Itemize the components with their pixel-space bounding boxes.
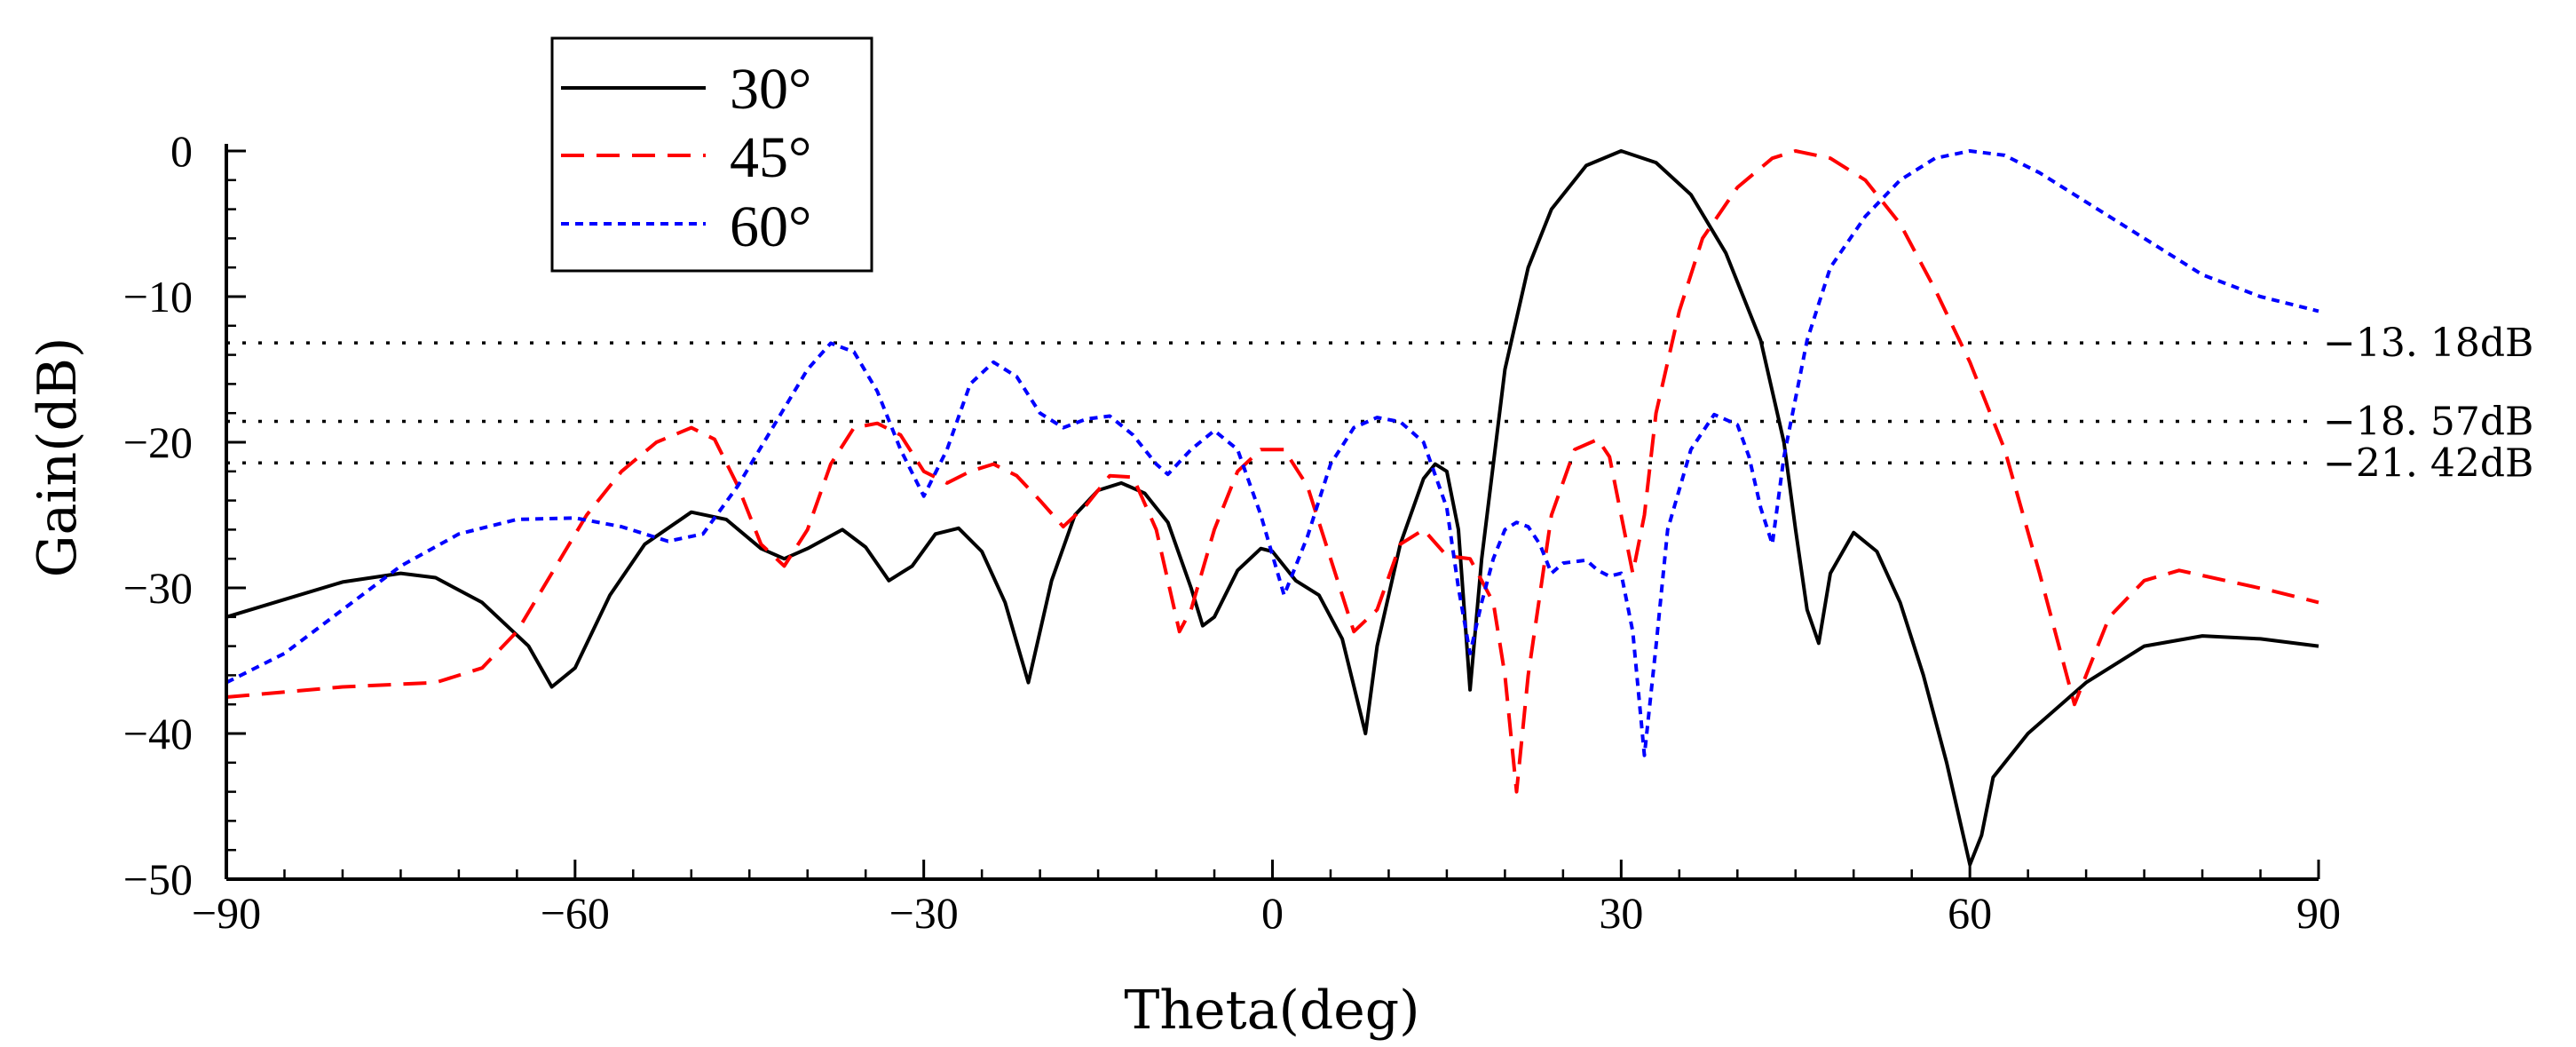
series-line-1 — [225, 149, 2319, 794]
y-tick-label: 0 — [170, 126, 193, 176]
y-tick-label: −50 — [123, 854, 193, 904]
y-axis-title: Gain(dB) — [27, 337, 89, 578]
legend-label-30: 30° — [730, 57, 811, 122]
axes — [225, 144, 2319, 881]
y-tick-label: −30 — [123, 563, 193, 613]
axis-ticks — [225, 149, 2320, 881]
series-layer — [225, 149, 2319, 867]
x-tick-label: −90 — [192, 888, 261, 938]
y-tick-label: −10 — [123, 272, 193, 321]
reference-label-1: −18. 57dB — [2323, 400, 2533, 445]
legend-label-60: 60° — [730, 194, 811, 259]
legend: 30° 45° 60° — [550, 36, 873, 273]
x-axis-title: Theta(deg) — [1124, 980, 1419, 1042]
reference-lines: −13. 18dB −18. 57dB−21. 42dB — [226, 321, 2533, 486]
legend-label-45: 45° — [730, 125, 811, 190]
tick-labels: −90 −60 −30 0 30 60 90 0 −10 −20 −30 −40 −50 — [123, 126, 2341, 938]
reference-label-0: −13. 18dB — [2323, 321, 2533, 366]
x-tick-label: −60 — [541, 888, 610, 938]
x-tick-label: 0 — [1261, 888, 1284, 938]
legend-box — [550, 36, 873, 273]
x-tick-label: −30 — [889, 888, 959, 938]
reference-label-2: −21. 42dB — [2323, 440, 2533, 486]
series-line-2 — [225, 149, 2319, 757]
x-tick-label: 30 — [1599, 888, 1643, 938]
y-tick-label: −40 — [123, 709, 193, 758]
y-tick-label: −20 — [123, 417, 193, 467]
x-tick-label: 60 — [1948, 888, 1992, 938]
series-line-0 — [225, 149, 2319, 867]
x-tick-label: 90 — [2296, 888, 2341, 938]
